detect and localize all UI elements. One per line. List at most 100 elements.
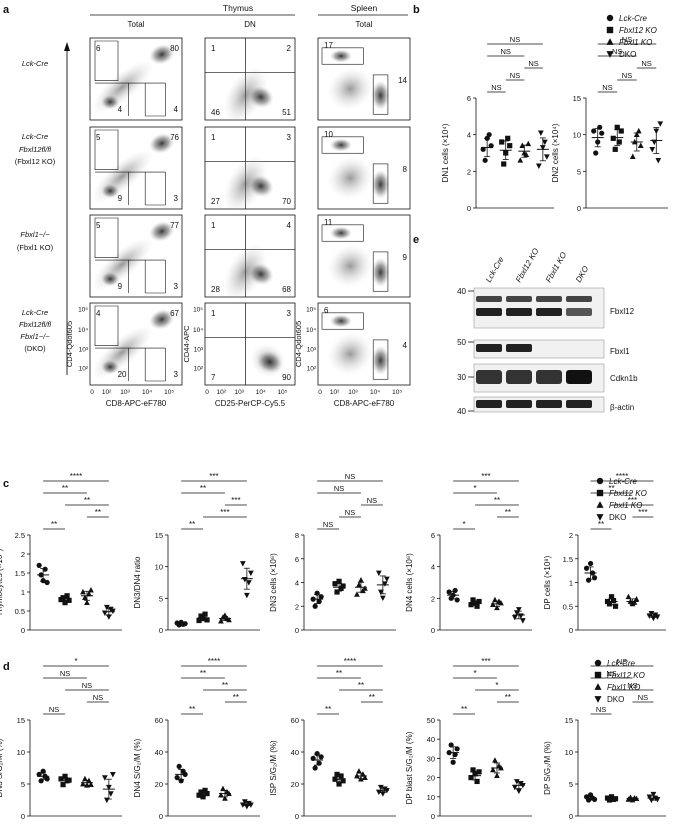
- legend-marker-1: [594, 671, 602, 679]
- quadrant-value: 28: [211, 285, 220, 294]
- y-axis-title: DN4 S/G₂/M (%): [133, 738, 142, 797]
- y-axis-title: DP blast S/G₂/M (%): [405, 731, 414, 804]
- legend-marker-3: [606, 51, 614, 58]
- x-axis-label: CD8-APC-eF780: [106, 399, 167, 408]
- y-tick-label: 0: [295, 812, 299, 821]
- gate-cd4: [94, 305, 119, 346]
- band-actin: [506, 400, 532, 408]
- y-tick-label: 10⁵: [193, 307, 203, 314]
- flow-plot-density: [205, 38, 295, 120]
- data-point: [490, 601, 496, 608]
- x-tick-label: 10⁵: [392, 389, 402, 396]
- density-cd8: [371, 80, 390, 111]
- data-point: [537, 130, 544, 136]
- data-point: [383, 576, 390, 583]
- sig-label: NS: [367, 496, 377, 505]
- y-tick-label: 20: [155, 780, 163, 789]
- flow-plot-r1-c1: 1 3 27 70: [204, 126, 296, 210]
- y-tick-label: 0: [569, 812, 573, 821]
- density-cd8: [371, 345, 390, 376]
- sig-label: **: [358, 681, 364, 690]
- data-point: [334, 771, 340, 777]
- data-point: [657, 121, 664, 127]
- sig-label: NS: [334, 484, 344, 493]
- gate-cd4: [321, 224, 364, 242]
- band-actin: [536, 400, 562, 408]
- sig-label: ***: [220, 508, 229, 517]
- y-tick-label: 10⁴: [306, 327, 316, 334]
- data-point: [472, 771, 478, 777]
- data-point: [519, 618, 526, 624]
- data-point: [515, 607, 522, 613]
- y-tick-label: 60: [155, 716, 163, 725]
- legend-marker-3: [596, 514, 604, 521]
- data-point: [40, 578, 46, 584]
- y-tick-label: 15: [155, 531, 163, 540]
- band-cdkn1b: [566, 370, 592, 384]
- data-point: [583, 565, 590, 571]
- density-core: [247, 174, 274, 198]
- flow-plot-r1-c2: 10 8: [317, 126, 411, 210]
- data-point: [62, 773, 68, 779]
- data-point: [492, 757, 498, 763]
- data-point: [60, 595, 66, 601]
- y-tick-label: 0: [295, 626, 299, 635]
- sig-label: ***: [638, 508, 647, 517]
- y-tick-label: 2.5: [15, 531, 25, 540]
- density-dp: [149, 133, 175, 154]
- y-tick-label: 6: [295, 555, 299, 564]
- gate-cd8: [372, 339, 389, 380]
- data-point: [176, 763, 182, 770]
- y-tick-label: 10⁵: [306, 307, 316, 314]
- density-cloud: [223, 66, 268, 120]
- protein-label: Fbxl12: [610, 307, 635, 316]
- quadrant-value: 9: [118, 282, 123, 291]
- density-dp: [149, 44, 175, 65]
- quadrant-value: 3: [287, 309, 292, 318]
- data-point: [36, 562, 42, 569]
- y-axis-title: DP S/G₂/M (%): [543, 741, 552, 795]
- y-tick-label: 1: [569, 579, 573, 588]
- sig-label: **: [51, 520, 57, 529]
- data-point: [612, 146, 618, 152]
- sig-label: **: [336, 669, 342, 678]
- panel-a: Thymus Spleen Total DN Total Lck-Cre Lck-Cre Fb…: [15, 3, 411, 408]
- data-point: [474, 778, 480, 785]
- y-tick-label: 10³: [79, 347, 89, 354]
- data-point: [360, 771, 366, 777]
- y-axis-title: ISP S/G₂/M (%): [269, 740, 278, 796]
- y-tick-label: 0: [431, 812, 435, 821]
- gate-cd4: [321, 136, 364, 154]
- data-point: [649, 146, 656, 153]
- gate-cd4: [321, 312, 364, 330]
- data-point: [612, 796, 619, 802]
- data-point: [541, 139, 548, 146]
- sig-label: **: [189, 705, 195, 714]
- legend-marker-2: [594, 683, 602, 690]
- density-cd4: [329, 314, 353, 328]
- data-point: [631, 599, 638, 605]
- data-point: [358, 577, 364, 583]
- data-point: [312, 603, 318, 609]
- sig-label: NS: [622, 35, 632, 44]
- y-tick-label: 2: [21, 550, 25, 559]
- flow-plot-density: [91, 217, 175, 294]
- data-point: [468, 602, 474, 608]
- protein-label: Fbxl1: [610, 347, 630, 356]
- data-point: [535, 163, 542, 169]
- data-point: [608, 594, 615, 600]
- sig-label: NS: [510, 71, 520, 80]
- row-label-3-1: Fbxl12fl/fl: [19, 320, 51, 329]
- data-point: [38, 572, 44, 578]
- y-axis-title: Thymocytes (×10⁸): [0, 548, 4, 616]
- data-point: [651, 139, 658, 146]
- data-point: [517, 157, 524, 163]
- y-axis-title: DN1 cells (×10⁴): [441, 123, 450, 182]
- y-tick-label: 4: [431, 563, 435, 572]
- sig-label: **: [62, 484, 68, 493]
- density-dn: [101, 359, 120, 375]
- sig-label: **: [369, 693, 375, 702]
